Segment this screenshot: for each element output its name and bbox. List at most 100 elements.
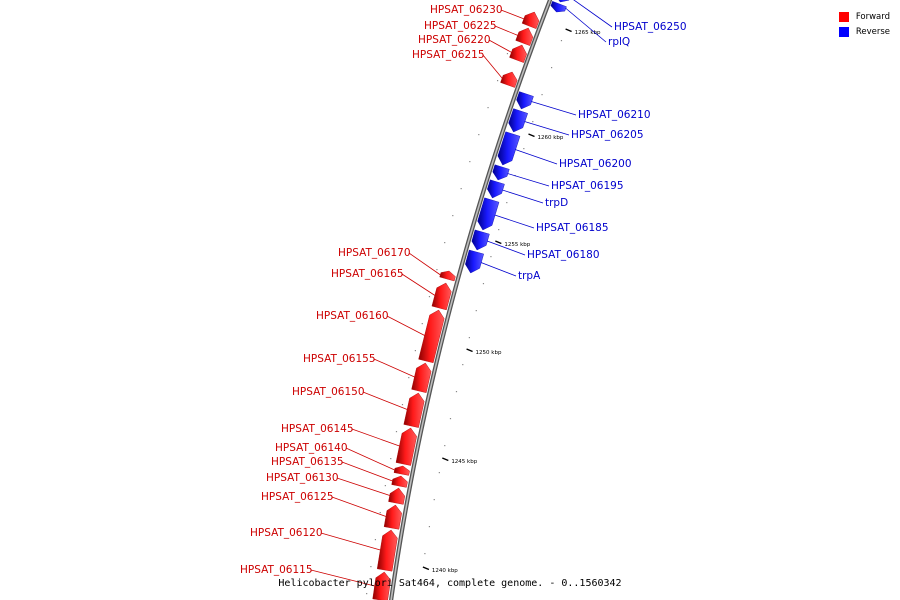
scale-dot xyxy=(460,188,462,190)
gene-feature-hpsat-06185[interactable] xyxy=(477,197,500,231)
gene-feature-hpsat-06195[interactable] xyxy=(492,164,510,181)
scale-dot xyxy=(395,431,398,433)
gene-feature-hpsat-06145[interactable] xyxy=(395,427,417,466)
gene-feature-hpsat-06150[interactable] xyxy=(403,392,425,428)
gene-label-hpsat-06215[interactable]: HPSAT_06215 xyxy=(412,49,485,61)
gene-feature-hpsat-06225[interactable] xyxy=(515,27,534,46)
gene-feature-hpsat-06200[interactable] xyxy=(497,131,521,166)
gene-label-hpsat-06210[interactable]: HPSAT_06210 xyxy=(578,109,651,121)
gene-feature-trpd[interactable] xyxy=(487,179,505,199)
scale-dot xyxy=(498,229,500,231)
gene-leader-line xyxy=(386,315,425,336)
tick-mark xyxy=(466,348,473,353)
gene-leader-line xyxy=(573,0,613,28)
gene-label-hpsat-06160[interactable]: HPSAT_06160 xyxy=(316,310,389,322)
scale-dot xyxy=(455,391,458,393)
gene-leader-line xyxy=(524,121,570,136)
tick-mark xyxy=(495,240,502,245)
gene-label-hpsat-06140[interactable]: HPSAT_06140 xyxy=(275,442,348,454)
scale-dot xyxy=(449,418,452,420)
gene-leader-line xyxy=(331,496,387,517)
scale-dot xyxy=(444,445,446,447)
gene-feature-hpsat-06115[interactable] xyxy=(372,571,391,600)
gene-feature-rplq[interactable] xyxy=(550,1,567,13)
gene-label-hpsat-06205[interactable]: HPSAT_06205 xyxy=(571,129,644,141)
gene-feature-hpsat-06205[interactable] xyxy=(508,108,528,133)
gene-leader-line xyxy=(488,39,512,53)
scale-dot xyxy=(444,242,446,244)
backbone-highlight xyxy=(390,0,551,600)
scale-dot xyxy=(379,512,381,514)
gene-label-hpsat-06150[interactable]: HPSAT_06150 xyxy=(292,386,365,398)
legend-label-forward: Forward xyxy=(855,11,890,22)
gene-leader-line xyxy=(373,358,415,378)
tick-mark xyxy=(528,133,535,138)
gene-label-hpsat-06170[interactable]: HPSAT_06170 xyxy=(338,247,411,259)
gene-feature-hpsat-06170[interactable] xyxy=(439,270,456,282)
gene-leader-line xyxy=(362,391,408,410)
gene-label-trpa[interactable]: trpA xyxy=(518,270,541,282)
gene-feature-hpsat-06165[interactable] xyxy=(431,282,452,311)
gene-feature-hpsat-06210[interactable] xyxy=(516,91,534,110)
tick-label: 1255 kbp xyxy=(504,242,530,248)
scale-dot xyxy=(475,310,477,312)
scale-dot xyxy=(497,80,499,82)
gene-leader-line xyxy=(351,428,400,447)
gene-leader-line xyxy=(500,9,525,20)
scale-dot xyxy=(469,161,471,163)
gene-label-hpsat-06165[interactable]: HPSAT_06165 xyxy=(331,268,404,280)
gene-label-hpsat-06225[interactable]: HPSAT_06225 xyxy=(424,20,497,32)
scale-dot xyxy=(490,256,492,258)
scale-dot xyxy=(482,283,485,285)
gene-feature-hpsat-06125[interactable] xyxy=(383,504,402,530)
scale-dot xyxy=(468,337,470,339)
gene-feature-hpsat-06215[interactable] xyxy=(500,71,518,88)
gene-label-hpsat-06135[interactable]: HPSAT_06135 xyxy=(271,456,344,468)
tick-mark xyxy=(442,457,449,462)
scale-dot xyxy=(506,53,509,55)
scale-dot xyxy=(560,40,563,42)
gene-label-hpsat-06120[interactable]: HPSAT_06120 xyxy=(250,527,323,539)
gene-label-hpsat-06200[interactable]: HPSAT_06200 xyxy=(559,158,632,170)
gene-feature-hpsat-06160[interactable] xyxy=(418,309,445,364)
scale-dot xyxy=(428,526,431,528)
gene-leader-line xyxy=(401,273,436,296)
gene-feature-hpsat-06155[interactable] xyxy=(411,362,432,393)
gene-label-hpsat-06185[interactable]: HPSAT_06185 xyxy=(536,222,609,234)
gene-label-hpsat-06250[interactable]: HPSAT_06250 xyxy=(614,21,687,33)
gene-leader-line xyxy=(507,173,550,187)
scale-dot xyxy=(487,107,489,109)
gene-feature-hpsat-06180[interactable] xyxy=(471,229,490,251)
gene-label-rplq[interactable]: rplQ xyxy=(608,36,630,48)
gene-label-hpsat-06145[interactable]: HPSAT_06145 xyxy=(281,423,354,435)
gene-leader-line xyxy=(502,189,544,204)
gene-feature-hpsat-06250[interactable] xyxy=(555,0,571,3)
gene-feature-hpsat-06140[interactable] xyxy=(393,465,410,476)
gene-leader-line xyxy=(336,477,390,496)
gene-label-hpsat-06125[interactable]: HPSAT_06125 xyxy=(261,491,334,503)
backbone-line xyxy=(388,0,553,600)
scale-dot xyxy=(366,593,368,595)
gene-label-hpsat-06130[interactable]: HPSAT_06130 xyxy=(266,472,339,484)
legend: Forward Reverse xyxy=(838,9,890,39)
gene-label-hpsat-06230[interactable]: HPSAT_06230 xyxy=(430,4,503,16)
gene-leader-line xyxy=(515,149,558,165)
scale-dot xyxy=(424,553,426,555)
gene-label-trpd[interactable]: trpD xyxy=(545,197,568,209)
genome-caption: Helicobacter pylori Sat464, complete gen… xyxy=(278,578,622,589)
gene-feature-hpsat-06120[interactable] xyxy=(376,529,398,572)
gene-label-hpsat-06115[interactable]: HPSAT_06115 xyxy=(240,564,313,576)
gene-label-hpsat-06220[interactable]: HPSAT_06220 xyxy=(418,34,491,46)
scale-dot xyxy=(462,364,464,366)
gene-feature-hpsat-06230[interactable] xyxy=(521,11,540,29)
gene-label-hpsat-06180[interactable]: HPSAT_06180 xyxy=(527,249,600,261)
gene-label-hpsat-06195[interactable]: HPSAT_06195 xyxy=(551,180,624,192)
gene-feature-hpsat-06220[interactable] xyxy=(509,44,527,63)
tick-label: 1250 kbp xyxy=(476,350,502,356)
gene-feature-trpa[interactable] xyxy=(465,249,484,274)
gene-label-hpsat-06155[interactable]: HPSAT_06155 xyxy=(303,353,376,365)
gene-feature-hpsat-06130[interactable] xyxy=(388,487,406,505)
legend-label-reverse: Reverse xyxy=(855,26,890,37)
gene-feature-hpsat-06135[interactable] xyxy=(391,475,408,488)
